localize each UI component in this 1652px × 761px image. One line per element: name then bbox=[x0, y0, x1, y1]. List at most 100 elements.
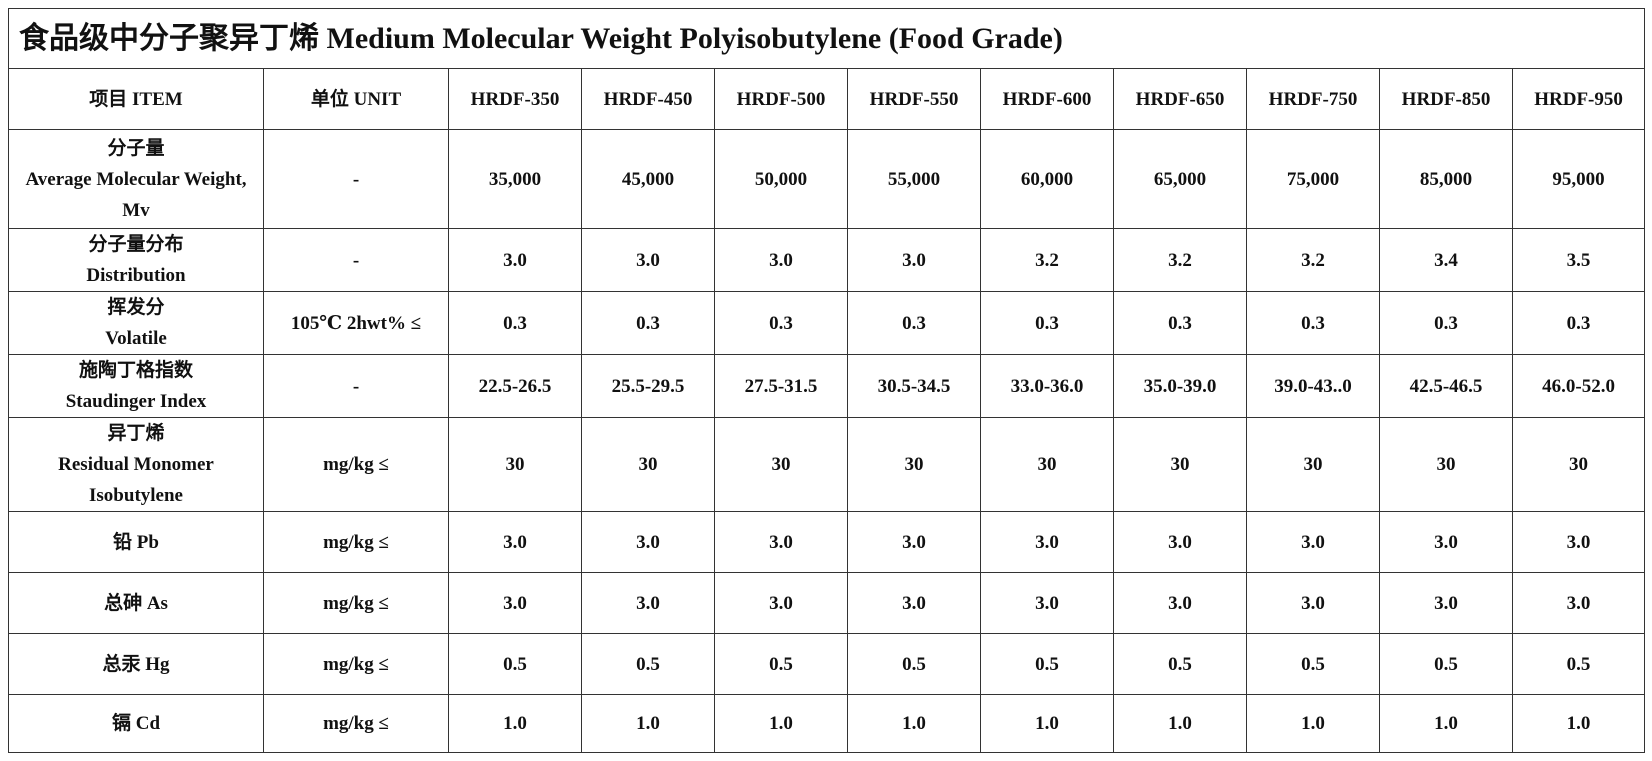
value-cell: 46.0-52.0 bbox=[1511, 354, 1646, 418]
value-cell: 0.3 bbox=[1379, 291, 1513, 355]
data-row: 总砷 As mg/kg ≤3.0 3.0 3.0 3.0 3.0 3.0 3.0 3.0 3.0 bbox=[8, 572, 1646, 634]
value-cell: 3.0 bbox=[1246, 511, 1380, 573]
value-cell: 3.4 bbox=[1379, 228, 1513, 292]
value-cell: 3.0 bbox=[581, 511, 715, 573]
value-cell: 0.3 bbox=[581, 291, 715, 355]
value-cell: 3.0 bbox=[847, 572, 981, 634]
header-row: 项目 ITEM 单位 UNIT HRDF-350 HRDF-450 HRDF-500 HR… bbox=[8, 68, 1646, 130]
item-cell: 分子量分布 Distribution bbox=[8, 228, 264, 292]
value-cell: 0.5 bbox=[1379, 633, 1513, 695]
value-cell: 3.2 bbox=[980, 228, 1114, 292]
value-cell: 30 bbox=[980, 417, 1114, 512]
unit-cell: mg/kg ≤ bbox=[263, 417, 449, 512]
value-cell: 1.0 bbox=[847, 694, 981, 753]
value-cell: 3.0 bbox=[980, 572, 1114, 634]
data-row: 施陶丁格指数 Staudinger Index -22.5-26.5 25.5-29… bbox=[8, 354, 1646, 418]
item-cell: 挥发分 Volatile bbox=[8, 291, 264, 355]
value-cell: 0.5 bbox=[448, 633, 582, 695]
value-cell: 30.5-34.5 bbox=[847, 354, 981, 418]
header-cell: HRDF-650 bbox=[1113, 68, 1247, 130]
value-cell: 3.0 bbox=[1379, 511, 1513, 573]
value-cell: 0.3 bbox=[847, 291, 981, 355]
value-cell: 3.0 bbox=[581, 228, 715, 292]
value-cell: 1.0 bbox=[581, 694, 715, 753]
unit-cell: mg/kg ≤ bbox=[263, 633, 449, 695]
unit-cell: - bbox=[263, 354, 449, 418]
value-cell: 60,000 bbox=[980, 129, 1114, 229]
value-cell: 65,000 bbox=[1113, 129, 1247, 229]
spec-table: 食品级中分子聚异丁烯 Medium Molecular Weight Polyi… bbox=[7, 8, 1646, 753]
value-cell: 0.5 bbox=[1246, 633, 1380, 695]
value-cell: 25.5-29.5 bbox=[581, 354, 715, 418]
value-cell: 3.0 bbox=[847, 511, 981, 573]
header-cell: HRDF-600 bbox=[980, 68, 1114, 130]
item-cell: 分子量 Average Molecular Weight, Mv bbox=[8, 129, 264, 229]
value-cell: 50,000 bbox=[714, 129, 848, 229]
header-cell: HRDF-950 bbox=[1511, 68, 1646, 130]
value-cell: 3.0 bbox=[1379, 572, 1513, 634]
value-cell: 3.0 bbox=[1511, 511, 1646, 573]
value-cell: 0.5 bbox=[714, 633, 848, 695]
header-cell: HRDF-450 bbox=[581, 68, 715, 130]
value-cell: 3.0 bbox=[581, 572, 715, 634]
value-cell: 0.3 bbox=[714, 291, 848, 355]
value-cell: 30 bbox=[1246, 417, 1380, 512]
table-title: 食品级中分子聚异丁烯 Medium Molecular Weight Polyi… bbox=[7, 8, 1646, 69]
item-cell: 镉 Cd bbox=[8, 694, 264, 753]
header-cell: HRDF-850 bbox=[1379, 68, 1513, 130]
value-cell: 3.0 bbox=[1113, 511, 1247, 573]
value-cell: 0.3 bbox=[1113, 291, 1247, 355]
header-cell: HRDF-550 bbox=[847, 68, 981, 130]
value-cell: 3.0 bbox=[980, 511, 1114, 573]
value-cell: 22.5-26.5 bbox=[448, 354, 582, 418]
data-row: 总汞 Hg mg/kg ≤0.5 0.5 0.5 0.5 0.5 0.5 0.5 0.5 0.5 bbox=[8, 633, 1646, 695]
unit-cell: - bbox=[263, 129, 449, 229]
item-cell: 铅 Pb bbox=[8, 511, 264, 573]
value-cell: 30 bbox=[448, 417, 582, 512]
item-cell: 总砷 As bbox=[8, 572, 264, 634]
value-cell: 0.5 bbox=[980, 633, 1114, 695]
value-cell: 30 bbox=[714, 417, 848, 512]
header-cell: HRDF-500 bbox=[714, 68, 848, 130]
value-cell: 3.0 bbox=[714, 228, 848, 292]
value-cell: 95,000 bbox=[1511, 129, 1646, 229]
value-cell: 3.5 bbox=[1511, 228, 1646, 292]
value-cell: 0.3 bbox=[1246, 291, 1380, 355]
value-cell: 1.0 bbox=[1511, 694, 1646, 753]
value-cell: 3.2 bbox=[1246, 228, 1380, 292]
value-cell: 3.0 bbox=[714, 511, 848, 573]
unit-cell: 105℃ 2hwt% ≤ bbox=[263, 291, 449, 355]
unit-cell: mg/kg ≤ bbox=[263, 511, 449, 573]
spec-sheet: 食品级中分子聚异丁烯 Medium Molecular Weight Polyi… bbox=[7, 8, 1646, 753]
header-cell: HRDF-750 bbox=[1246, 68, 1380, 130]
header-cell: 项目 ITEM bbox=[8, 68, 264, 130]
value-cell: 45,000 bbox=[581, 129, 715, 229]
unit-cell: mg/kg ≤ bbox=[263, 572, 449, 634]
value-cell: 27.5-31.5 bbox=[714, 354, 848, 418]
value-cell: 30 bbox=[1379, 417, 1513, 512]
data-row: 异丁烯 Residual Monomer Isobutylene mg/kg ≤3… bbox=[8, 417, 1646, 512]
value-cell: 39.0-43..0 bbox=[1246, 354, 1380, 418]
value-cell: 55,000 bbox=[847, 129, 981, 229]
value-cell: 0.5 bbox=[1511, 633, 1646, 695]
value-cell: 3.0 bbox=[448, 228, 582, 292]
value-cell: 0.3 bbox=[1511, 291, 1646, 355]
unit-cell: mg/kg ≤ bbox=[263, 694, 449, 753]
value-cell: 3.2 bbox=[1113, 228, 1247, 292]
value-cell: 1.0 bbox=[1246, 694, 1380, 753]
data-row: 铅 Pb mg/kg ≤3.0 3.0 3.0 3.0 3.0 3.0 3.0 3.0 3.0 bbox=[8, 511, 1646, 573]
data-row: 挥发分 Volatile 105℃ 2hwt% ≤0.3 0.3 0.3 0.3 0.3 0… bbox=[8, 291, 1646, 355]
data-row: 镉 Cd mg/kg ≤1.0 1.0 1.0 1.0 1.0 1.0 1.0 1.0 1.0 bbox=[8, 694, 1646, 753]
table-body: 食品级中分子聚异丁烯 Medium Molecular Weight Polyi… bbox=[7, 8, 1646, 753]
value-cell: 85,000 bbox=[1379, 129, 1513, 229]
header-cell: 单位 UNIT bbox=[263, 68, 449, 130]
item-cell: 总汞 Hg bbox=[8, 633, 264, 695]
value-cell: 1.0 bbox=[714, 694, 848, 753]
value-cell: 0.5 bbox=[1113, 633, 1247, 695]
value-cell: 3.0 bbox=[448, 572, 582, 634]
value-cell: 1.0 bbox=[980, 694, 1114, 753]
value-cell: 0.3 bbox=[980, 291, 1114, 355]
title-row: 食品级中分子聚异丁烯 Medium Molecular Weight Polyi… bbox=[7, 8, 1646, 69]
value-cell: 3.0 bbox=[847, 228, 981, 292]
